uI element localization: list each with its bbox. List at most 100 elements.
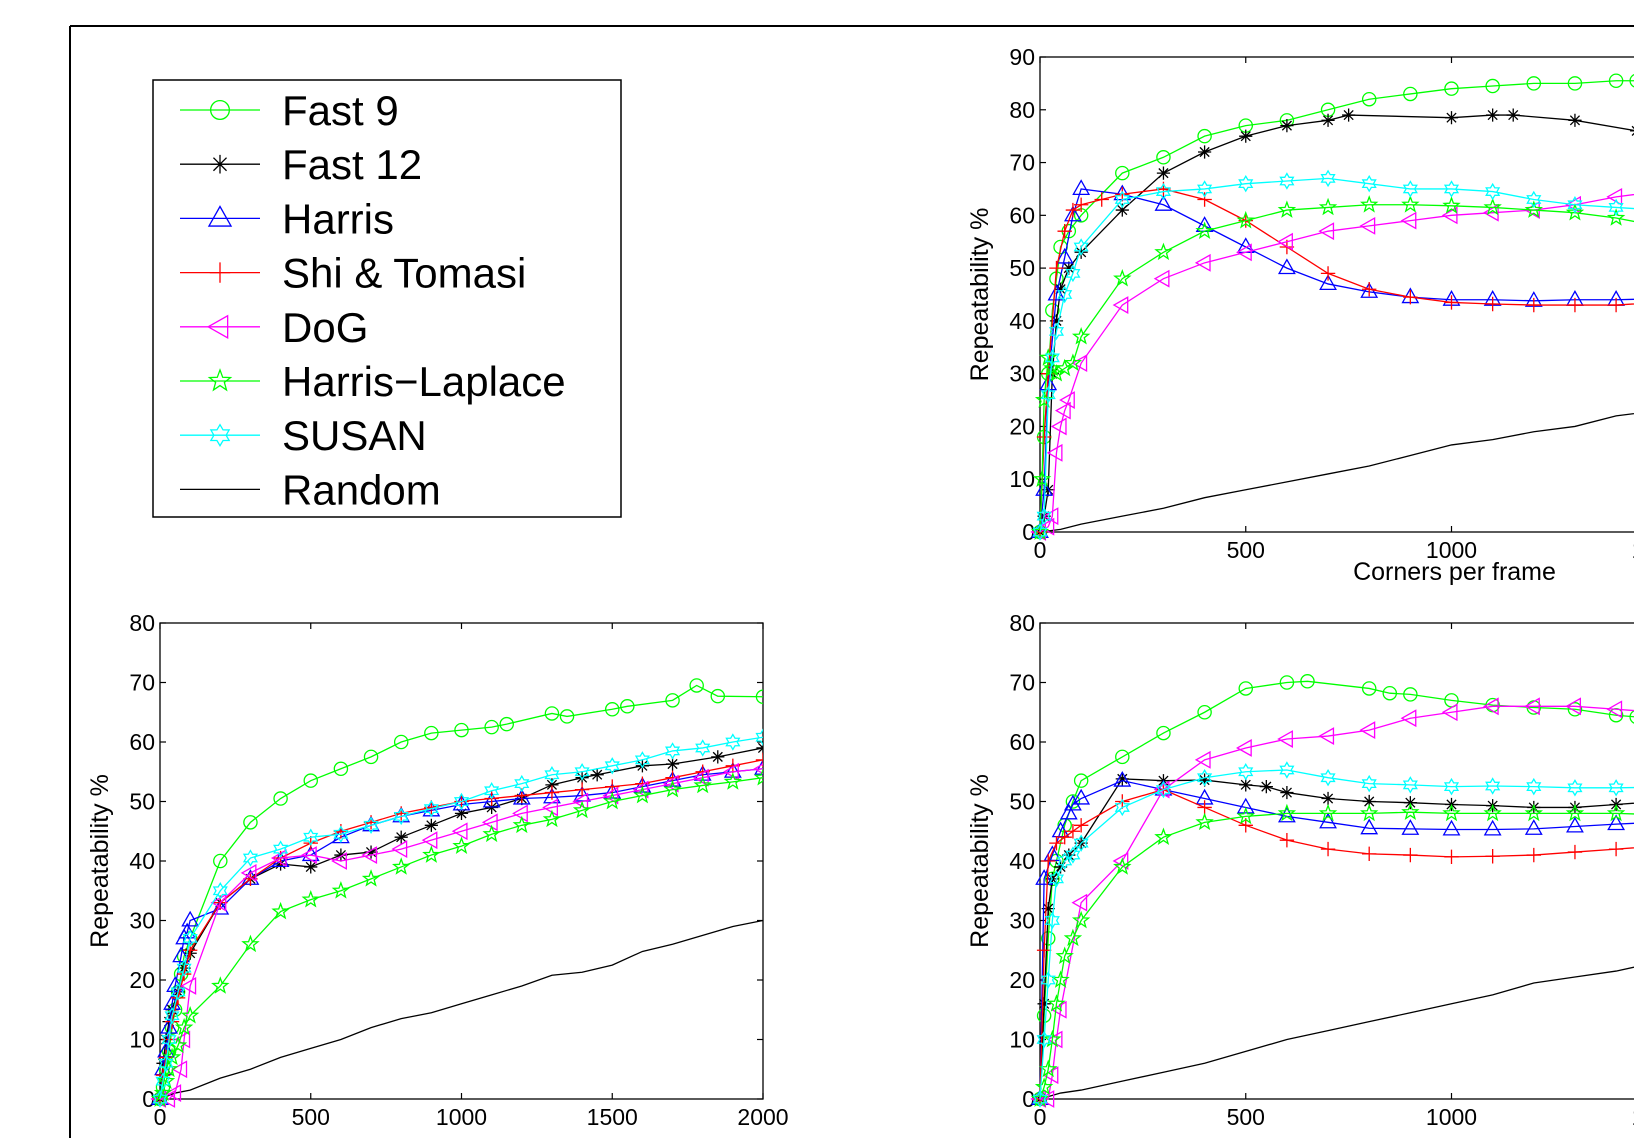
point-dog [1482,203,1499,222]
point-fast-9 [1115,165,1130,181]
series-line-random [1039,966,1634,1100]
point-harris-laplace [1055,358,1074,377]
point-harris-laplace [301,889,320,908]
series-line-fast-12 [1039,778,1634,1100]
point-dog [180,977,197,995]
point-shi-tomasi [1197,192,1212,207]
y-tick-label: 10 [1009,1027,1035,1053]
point-dog [1042,1066,1059,1085]
point-susan [1443,777,1460,796]
point-fast-9 [620,699,635,714]
point-shi-tomasi [1049,835,1064,851]
point-shi-tomasi [1057,223,1072,239]
point-dog [1565,697,1581,716]
point-harris [1319,274,1337,290]
point-susan [1567,196,1583,214]
point-harris-laplace [1277,200,1297,218]
y-axis-label: Repeatability % [966,208,994,382]
y-tick-label: 60 [1009,729,1035,755]
y-tick-label: 10 [129,1027,155,1053]
point-fast-12 [1259,780,1273,794]
point-susan [1238,763,1254,781]
point-shi-tomasi [1049,260,1064,276]
x-tick-label: 500 [1227,537,1265,563]
x-tick-label: 1500 [1632,537,1634,563]
point-susan [393,807,409,826]
point-dog [165,1084,182,1102]
point-susan [664,742,681,760]
point-susan [514,774,530,793]
legend-marker-dog [206,314,229,339]
point-shi-tomasi [1057,830,1072,845]
point-susan [755,728,763,746]
plot-data [1030,73,1634,541]
point-harris-laplace [1524,200,1544,218]
point-susan [170,983,186,1001]
point-fast-9 [1361,91,1377,107]
point-fast-9 [1403,687,1418,702]
y-tick-label: 70 [129,670,155,696]
series-line-susan [1039,177,1634,533]
point-harris-laplace [1071,910,1091,929]
point-harris [512,788,531,805]
point-fast-12 [1362,794,1376,809]
y-axis-label: Repeatability % [966,774,994,948]
point-fast-12 [1280,119,1294,133]
point-shi-tomasi [1036,429,1052,445]
point-dog [1046,443,1063,462]
x-tick-label: 2000 [737,1104,788,1130]
point-shi-tomasi [1197,800,1212,815]
point-harris [1319,812,1337,829]
point-fast-9 [393,734,409,750]
point-dog [1194,253,1211,272]
point-harris-laplace [361,869,381,887]
point-harris-laplace [542,809,562,828]
point-dog [481,813,498,832]
point-harris-laplace [1606,208,1626,226]
point-harris-laplace [1195,812,1214,831]
y-tick-label: 60 [129,729,155,755]
point-fast-9 [1526,76,1542,91]
plot-area [1039,622,1634,1100]
point-harris-laplace [1442,803,1461,822]
point-harris-laplace [1359,195,1379,213]
point-dog [240,863,257,882]
point-shi-tomasi [1485,296,1500,312]
point-harris-laplace [1318,803,1338,822]
plot-data [1030,674,1634,1108]
point-harris-laplace [1055,946,1074,965]
point-susan [1032,523,1048,541]
point-shi-tomasi [755,752,763,768]
y-tick-label: 20 [129,967,155,993]
point-shi-tomasi [303,835,318,851]
point-susan [484,782,500,800]
legend: Fast 9 Fast 12 Harris Shi & Tomasi DoG Harris… [152,79,622,518]
legend-label-susan: SUSAN [282,412,427,459]
point-shi-tomasi [544,785,560,800]
point-fast-9 [755,689,763,705]
point-susan [1608,198,1624,217]
series-line-random [159,919,763,1100]
point-susan [1279,172,1295,190]
point-shi-tomasi [1094,192,1109,207]
point-harris-laplace [180,1006,200,1024]
point-susan [176,959,192,977]
plot-data [150,678,763,1108]
y-tick-label: 60 [1009,202,1035,228]
point-shi-tomasi [1444,849,1459,865]
series-line-dog [1040,705,1634,1100]
point-harris-laplace [422,845,441,863]
point-dog [1400,709,1417,728]
legend-label-fast-12: Fast 12 [282,141,422,188]
point-dog [1277,730,1293,748]
point-shi-tomasi [1065,824,1081,839]
point-fast-9 [665,693,680,708]
point-fast-9 [1382,685,1398,701]
point-shi-tomasi [1065,202,1081,218]
point-fast-12 [590,768,604,782]
point-harris [693,765,712,781]
point-dog [361,846,378,864]
point-fast-9 [1156,150,1171,165]
point-fast-9 [1629,74,1634,88]
